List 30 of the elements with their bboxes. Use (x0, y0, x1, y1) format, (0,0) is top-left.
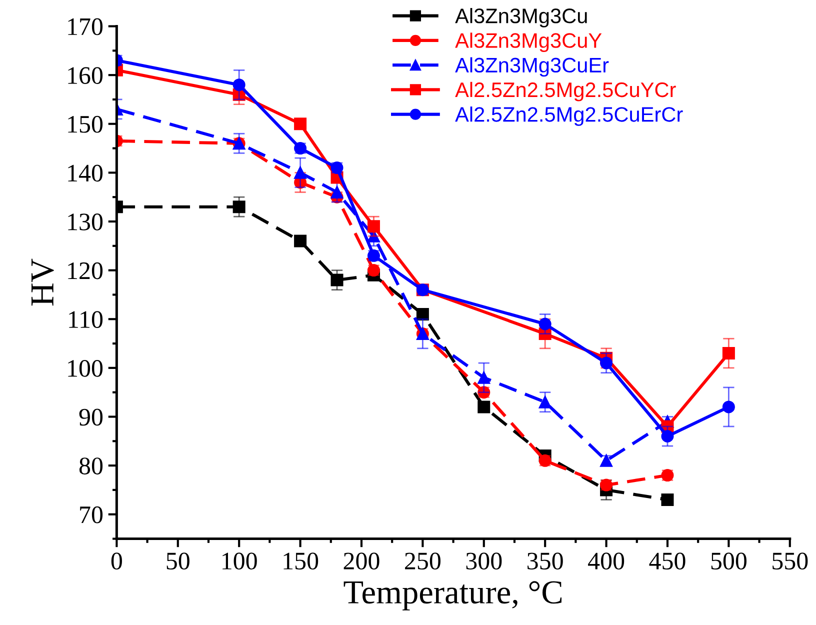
x-tick-label: 100 (222, 552, 257, 570)
x-tick-label: 300 (466, 552, 502, 570)
y-tick-label: 170 (68, 18, 103, 36)
x-tick-label: 150 (284, 552, 318, 570)
y-tick-label: 150 (68, 116, 103, 133)
y-tick-label: 120 (68, 262, 103, 280)
legend-label: Al2.5Zn2.5Mg2.5CuErCr (455, 106, 683, 126)
legend-label: Al2.5Zn2.5Mg2.5CuYCr (455, 82, 676, 102)
y-tick-label: 110 (69, 311, 103, 328)
y-tick-label: 160 (68, 67, 103, 84)
x-tick-label: 350 (528, 552, 563, 570)
x-axis-title: Temperature, °C (344, 581, 562, 610)
y-tick-label: 130 (68, 214, 103, 230)
legend-label: Al3Zn3Mg3Cu (455, 8, 587, 28)
y-tick-label: 90 (79, 408, 103, 426)
x-tick-label: 500 (711, 552, 746, 570)
y-tick-label: 140 (68, 164, 103, 182)
y-tick-label: 80 (79, 458, 103, 474)
y-tick-label: 70 (80, 506, 103, 524)
legend-label: Al3Zn3Mg3CuY (455, 32, 602, 52)
x-tick-label: 50 (166, 552, 190, 570)
x-tick-label: 200 (344, 552, 380, 570)
x-tick-label: 400 (588, 552, 624, 570)
y-tick-label: 100 (68, 360, 103, 377)
x-tick-label: 550 (772, 552, 808, 570)
x-tick-label: 450 (649, 552, 686, 570)
x-tick-label: 0 (111, 552, 122, 570)
x-tick-label: 250 (405, 552, 440, 570)
legend-label: Al3Zn3Mg3CuEr (455, 57, 609, 77)
y-axis-title: HV (32, 258, 54, 306)
